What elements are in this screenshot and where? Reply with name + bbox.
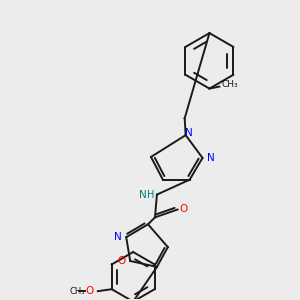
Text: O: O (117, 256, 125, 266)
Text: N: N (185, 128, 193, 138)
Text: N: N (208, 153, 215, 163)
Text: O: O (86, 286, 94, 296)
Text: O: O (180, 204, 188, 214)
Text: N: N (139, 190, 147, 200)
Text: N: N (113, 232, 121, 242)
Text: H: H (147, 190, 155, 200)
Text: CH₃: CH₃ (69, 287, 85, 296)
Text: CH₃: CH₃ (221, 80, 238, 89)
